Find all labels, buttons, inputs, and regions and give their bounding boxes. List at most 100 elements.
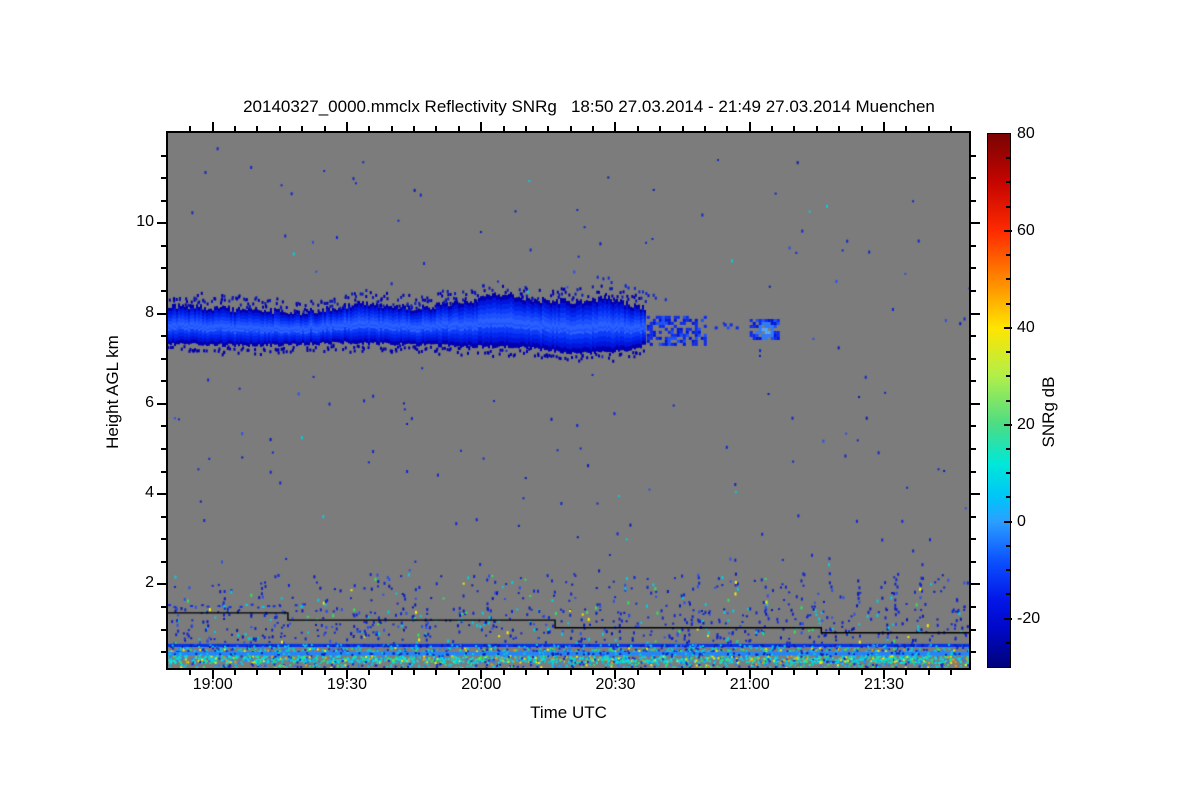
x-tick-top	[614, 122, 617, 131]
y-tick	[157, 222, 166, 225]
y-tick	[157, 312, 166, 315]
y-tick	[157, 583, 166, 586]
y-tick-right	[971, 538, 976, 541]
y-tick	[161, 651, 166, 654]
x-tick-top	[390, 126, 393, 131]
x-tick-top	[927, 126, 930, 131]
y-tick-right	[971, 199, 976, 202]
colorbar-label: SNRg dB	[1039, 376, 1058, 448]
y-tick	[161, 538, 166, 541]
y-tick	[161, 244, 166, 247]
x-tick	[435, 670, 438, 675]
x-tick	[927, 670, 930, 675]
y-tick	[161, 470, 166, 473]
x-tick-top	[905, 126, 908, 131]
y-tick	[161, 290, 166, 293]
x-tick	[905, 670, 908, 675]
y-tick-label: 2	[145, 574, 154, 592]
x-tick	[703, 670, 706, 675]
x-tick	[748, 670, 751, 679]
x-tick	[480, 670, 483, 679]
heatmap-canvas	[168, 133, 969, 668]
y-tick-right	[971, 425, 976, 428]
y-tick-right	[971, 244, 976, 247]
y-tick-right	[971, 448, 976, 451]
colorbar-tick	[1004, 617, 1012, 620]
x-tick	[815, 670, 818, 675]
x-tick-label: 21:30	[863, 676, 904, 693]
x-tick-top	[368, 126, 371, 131]
y-tick-right	[971, 493, 980, 496]
y-tick	[161, 515, 166, 518]
y-tick	[161, 628, 166, 631]
colorbar-tick	[1004, 229, 1012, 232]
x-tick-top	[569, 126, 572, 131]
x-tick-top	[681, 126, 684, 131]
x-tick	[681, 670, 684, 675]
x-tick	[189, 670, 192, 675]
colorbar-tick	[1006, 544, 1011, 547]
x-tick	[793, 670, 796, 675]
x-tick	[726, 670, 729, 675]
colorbar-tick	[1006, 205, 1011, 208]
colorbar-tick	[1006, 641, 1011, 644]
x-tick-top	[726, 126, 729, 131]
colorbar-tick	[1006, 447, 1011, 450]
colorbar-tick	[1006, 472, 1011, 475]
colorbar-tick	[1006, 157, 1011, 160]
colorbar-tick-label: 80	[1017, 125, 1035, 142]
y-tick	[161, 199, 166, 202]
x-tick-top	[882, 122, 885, 131]
x-tick-label: 20:00	[461, 676, 502, 693]
x-tick-label: 19:00	[192, 676, 233, 693]
x-tick	[547, 670, 550, 675]
y-tick	[161, 335, 166, 338]
x-tick	[368, 670, 371, 675]
y-tick	[161, 560, 166, 563]
x-tick	[457, 670, 460, 675]
y-tick-right	[971, 470, 976, 473]
x-tick-top	[345, 122, 348, 131]
plot-area	[166, 131, 971, 670]
x-tick-label: 21:00	[729, 676, 770, 693]
x-tick-top	[189, 126, 192, 131]
y-tick	[161, 267, 166, 270]
y-tick-right	[971, 606, 976, 609]
x-tick-top	[278, 126, 281, 131]
y-tick	[161, 448, 166, 451]
x-tick	[323, 670, 326, 675]
y-tick	[161, 606, 166, 609]
x-tick-top	[592, 126, 595, 131]
x-tick	[838, 670, 841, 675]
y-tick-right	[971, 651, 976, 654]
x-tick-top	[457, 126, 460, 131]
y-tick-label: 4	[145, 484, 154, 502]
colorbar-tick-label: 40	[1017, 318, 1035, 336]
y-tick-right	[971, 628, 976, 631]
y-tick	[161, 357, 166, 360]
y-tick-right	[971, 515, 976, 518]
colorbar-tick	[1006, 496, 1011, 499]
x-tick-top	[524, 126, 527, 131]
colorbar-tick	[1006, 181, 1011, 184]
x-tick	[860, 670, 863, 675]
x-tick	[413, 670, 416, 675]
y-tick-right	[971, 583, 980, 586]
y-axis-label: Height AGL km	[103, 335, 122, 449]
x-tick	[950, 670, 953, 675]
y-tick-right	[971, 177, 976, 180]
x-tick-top	[413, 126, 416, 131]
x-tick	[614, 670, 617, 679]
y-tick-right	[971, 154, 976, 157]
colorbar-tick-label: 0	[1017, 512, 1026, 530]
y-tick	[157, 493, 166, 496]
y-tick-right	[971, 357, 976, 360]
x-tick	[771, 670, 774, 675]
colorbar-tick-label: 20	[1017, 415, 1035, 433]
x-tick	[256, 670, 259, 675]
x-tick-top	[838, 126, 841, 131]
y-tick-right	[971, 267, 976, 270]
x-tick-top	[234, 126, 237, 131]
y-tick-label: 6	[145, 393, 154, 411]
